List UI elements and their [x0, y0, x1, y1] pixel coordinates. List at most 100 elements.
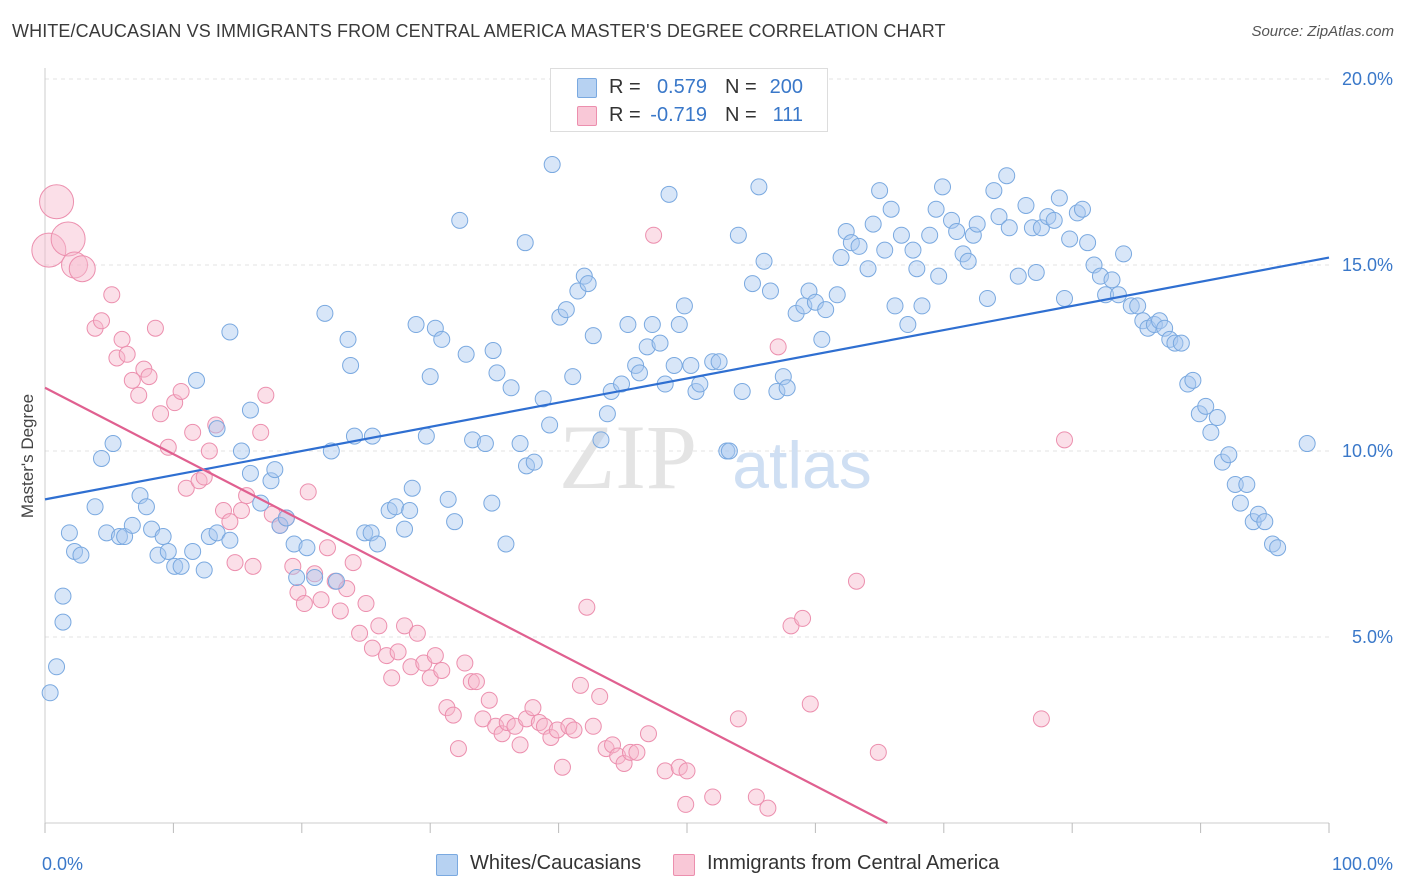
data-point — [842, 234, 860, 252]
y-tick-label: 15.0% — [1342, 255, 1393, 275]
data-point — [195, 561, 213, 579]
data-point — [327, 572, 345, 590]
data-point — [61, 251, 89, 279]
data-point — [729, 710, 747, 728]
data-point — [794, 609, 812, 627]
data-point — [502, 379, 520, 397]
data-point — [493, 725, 511, 743]
data-point — [1115, 245, 1133, 263]
data-point — [524, 699, 542, 717]
data-point — [140, 368, 158, 386]
data-point — [295, 595, 313, 613]
data-point — [1073, 200, 1091, 218]
data-point — [1079, 234, 1097, 252]
data-point — [619, 316, 637, 334]
data-point — [370, 617, 388, 635]
data-point — [208, 420, 226, 438]
data-point — [1023, 219, 1041, 237]
data-point — [847, 572, 865, 590]
data-point — [1156, 319, 1174, 337]
data-point — [200, 442, 218, 460]
data-point — [656, 762, 674, 780]
data-point — [828, 286, 846, 304]
data-point — [876, 241, 894, 259]
legend-r-value: -0.719 — [650, 104, 707, 126]
data-point — [584, 717, 602, 735]
data-point — [1032, 710, 1050, 728]
data-point — [339, 330, 357, 348]
data-point — [899, 316, 917, 334]
data-point — [720, 442, 738, 460]
chart-title: WHITE/CAUCASIAN VS IMMIGRANTS FROM CENTR… — [12, 21, 946, 41]
data-point — [48, 658, 66, 676]
data-point — [998, 167, 1016, 185]
data-point — [316, 304, 334, 322]
watermark-atlas: atlas — [732, 428, 871, 502]
data-point — [677, 795, 695, 813]
data-point — [344, 554, 362, 572]
legend-n-value: 200 — [769, 76, 803, 98]
data-point — [959, 252, 977, 270]
data-point — [351, 624, 369, 642]
data-point — [1055, 289, 1073, 307]
data-point — [118, 345, 136, 363]
data-point — [645, 226, 663, 244]
data-point — [733, 382, 751, 400]
data-point — [1017, 196, 1035, 214]
data-point — [1129, 297, 1147, 315]
data-point — [407, 316, 425, 334]
data-point — [682, 356, 700, 374]
data-point — [584, 327, 602, 345]
data-point — [871, 182, 889, 200]
data-point — [968, 215, 986, 233]
data-point — [266, 461, 284, 479]
data-point — [729, 226, 747, 244]
data-point — [123, 516, 141, 534]
data-point — [565, 721, 583, 739]
data-point — [1298, 435, 1316, 453]
data-point — [306, 568, 324, 586]
data-point — [769, 338, 787, 356]
data-point — [184, 423, 202, 441]
data-point — [484, 342, 502, 360]
data-point — [913, 297, 931, 315]
data-point — [369, 535, 387, 553]
data-point — [312, 591, 330, 609]
data-point — [518, 457, 535, 475]
data-point — [159, 438, 177, 456]
data-point — [1238, 475, 1256, 493]
watermark: ZIP atlas — [559, 406, 872, 508]
source-credit: Source: ZipAtlas.com — [1251, 23, 1394, 40]
data-point — [639, 725, 657, 743]
data-point — [298, 539, 316, 557]
data-point — [244, 557, 262, 575]
data-point — [60, 524, 78, 542]
data-point — [363, 639, 381, 657]
data-point — [511, 736, 529, 754]
data-point — [146, 319, 164, 337]
data-point — [832, 249, 850, 267]
data-point — [638, 338, 656, 356]
pink-series-points — [31, 184, 1073, 817]
data-point — [152, 405, 170, 423]
data-point — [257, 386, 275, 404]
data-point — [439, 490, 457, 508]
data-point — [990, 208, 1008, 226]
data-point — [578, 598, 596, 616]
data-point — [50, 221, 86, 257]
legend-row-blue: R = 0.579 N = 200 — [551, 73, 827, 101]
correlation-legend: R = 0.579 N = 200 R = -0.719 N = 111 — [550, 68, 828, 132]
series-legend-label: Immigrants from Central America — [707, 852, 1000, 874]
data-point — [1122, 297, 1140, 315]
data-point — [241, 401, 259, 419]
data-point — [908, 260, 926, 278]
data-point — [98, 524, 116, 542]
data-point — [137, 498, 155, 516]
data-point — [154, 528, 172, 546]
data-point — [1184, 371, 1202, 389]
data-point — [747, 788, 765, 806]
legend-n-label: N = — [725, 104, 757, 126]
data-point — [457, 345, 475, 363]
data-point — [389, 643, 407, 661]
